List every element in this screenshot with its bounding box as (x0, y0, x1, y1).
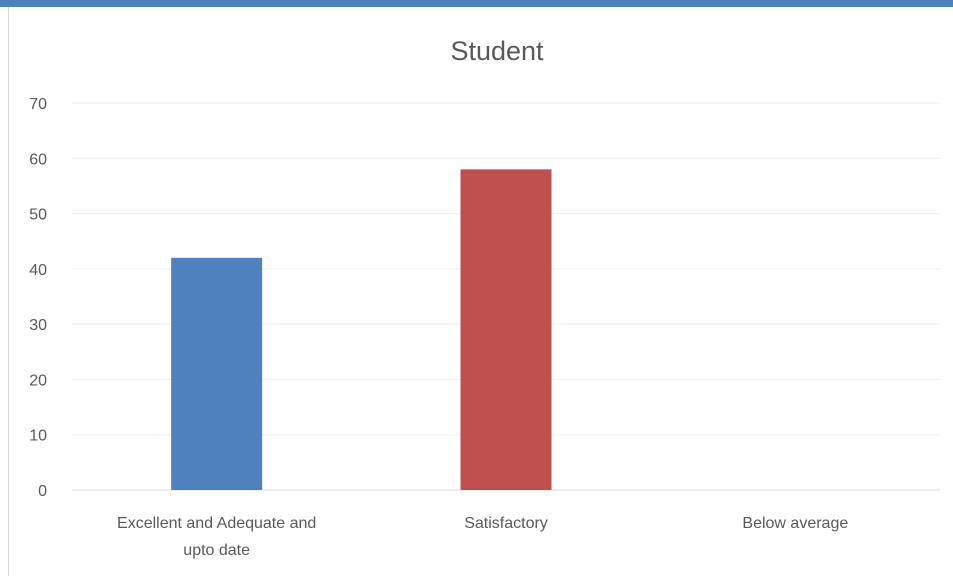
y-tick-label: 0 (38, 483, 47, 500)
x-category-label: Satisfactory (464, 515, 548, 532)
bar-2 (460, 169, 552, 491)
y-tick-label: 20 (29, 372, 47, 389)
y-tick-label: 60 (29, 151, 47, 168)
x-category-label: Below average (742, 515, 848, 532)
x-axis: Excellent and Adequate and upto date Satis… (117, 515, 848, 559)
y-tick-label: 70 (29, 96, 47, 113)
bar-1 (171, 257, 263, 490)
bars (171, 169, 552, 491)
chart-title: Student (450, 36, 544, 66)
y-tick-label: 50 (29, 207, 47, 224)
x-category-label: Excellent and Adequate and (117, 515, 316, 532)
window-accent-bar (0, 0, 953, 7)
y-axis: 0 10 20 30 40 50 60 70 (29, 96, 47, 500)
x-category-label: upto date (183, 542, 250, 559)
chart-frame (8, 7, 951, 576)
y-tick-label: 10 (29, 428, 47, 445)
y-tick-label: 40 (29, 262, 47, 279)
y-tick-label: 30 (29, 317, 47, 334)
